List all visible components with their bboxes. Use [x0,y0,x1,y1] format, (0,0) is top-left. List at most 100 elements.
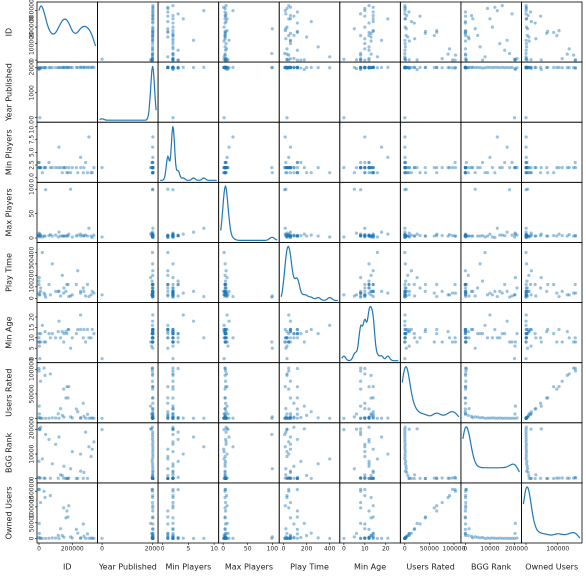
scatter-point [226,344,230,348]
scatter-point [150,536,155,540]
scatter-point [150,282,155,287]
scatter-point [191,289,196,293]
scatter-point [403,462,407,466]
scatter-point [57,319,61,323]
scatter-point [316,234,320,238]
scatter-point [359,291,363,295]
scatter-point [176,233,180,238]
scatter-point [40,457,44,461]
scatter-point [231,536,235,540]
density-curve [401,365,460,418]
scatter-point [299,415,303,420]
scatter-point [287,506,291,510]
scatter-point [367,437,371,442]
scatter-point [151,171,155,175]
scatter-point [151,234,155,238]
scatter-point [369,165,373,170]
scatter-point [471,17,475,21]
scatter-point [171,233,175,237]
scatter-point [100,165,104,170]
scatter-point [171,521,175,525]
scatter-point [515,233,519,237]
scatter-point [270,294,274,298]
scatter-point [375,536,379,541]
scatter-point [150,165,154,170]
scatter-point [150,165,155,170]
scatter-point [464,56,468,61]
scatter-point [403,171,407,175]
scatter-point [85,532,90,536]
scatter-point [284,27,288,31]
scatter-point [67,504,71,508]
scatter-point [359,369,363,373]
scatter-point [463,171,468,175]
scatter-point [557,294,561,299]
x-tick-label: 200 [301,546,313,553]
scatter-point [453,476,458,480]
scatter-point [82,289,86,293]
scatter-point [359,34,363,38]
scatter-point [224,171,228,175]
scatter-point [525,262,529,266]
scatter-point [467,294,471,298]
scatter-point [363,286,367,290]
scatter-point [483,250,487,255]
scatter-point [524,65,528,69]
scatter-point [299,332,303,336]
scatter-point [369,476,373,480]
scatter-point [222,55,226,59]
scatter-point [524,66,528,70]
scatter-point [299,459,303,463]
scatter-point [359,66,363,70]
scatter-point [463,20,467,24]
scatter-point [100,536,104,541]
scatter-point [403,165,407,170]
scatter-point [171,233,175,237]
scatter-point [405,289,409,293]
scatter-point [151,135,155,139]
scatter-point [450,487,455,491]
scatter-point [70,336,74,340]
scatter-point [524,66,528,70]
scatter-point [527,273,531,277]
cell-frame [521,61,583,123]
scatter-point [463,165,467,170]
scatter-point [524,160,528,165]
cell-frame [36,61,98,123]
axis-label: BGG Rank [471,563,512,572]
scatter-point [464,58,468,62]
scatter-point [524,65,528,69]
axis-label: ID [63,563,72,572]
y-tick-label: 1000 [29,85,36,100]
scatter-point [287,369,291,373]
scatter-point [295,416,299,420]
scatter-point [495,135,499,139]
scatter-point [151,234,155,238]
scatter-point [166,323,170,327]
scatter-point [524,48,528,52]
scatter-point [463,65,468,70]
scatter-point [316,462,320,466]
scatter-point [363,66,367,70]
scatter-point [85,234,90,238]
scatter-point [534,65,538,70]
scatter-point [539,171,543,175]
scatter-point [39,332,43,336]
scatter-point [149,404,153,408]
scatter-point [533,65,537,70]
scatter-point [222,5,226,9]
scatter-point [181,291,185,295]
scatter-point [403,445,407,449]
scatter-point [363,445,367,449]
scatter-point [285,52,289,56]
scatter-point [405,165,409,170]
scatter-point [151,29,155,33]
scatter-point [150,58,154,62]
scatter-point [534,234,538,238]
scatter-point [363,522,367,526]
x-tick-label: 400 [324,546,336,553]
scatter-point [171,25,175,29]
scatter-point [473,415,477,419]
y-tick-label: 0 [29,416,36,420]
scatter-point [100,416,104,420]
